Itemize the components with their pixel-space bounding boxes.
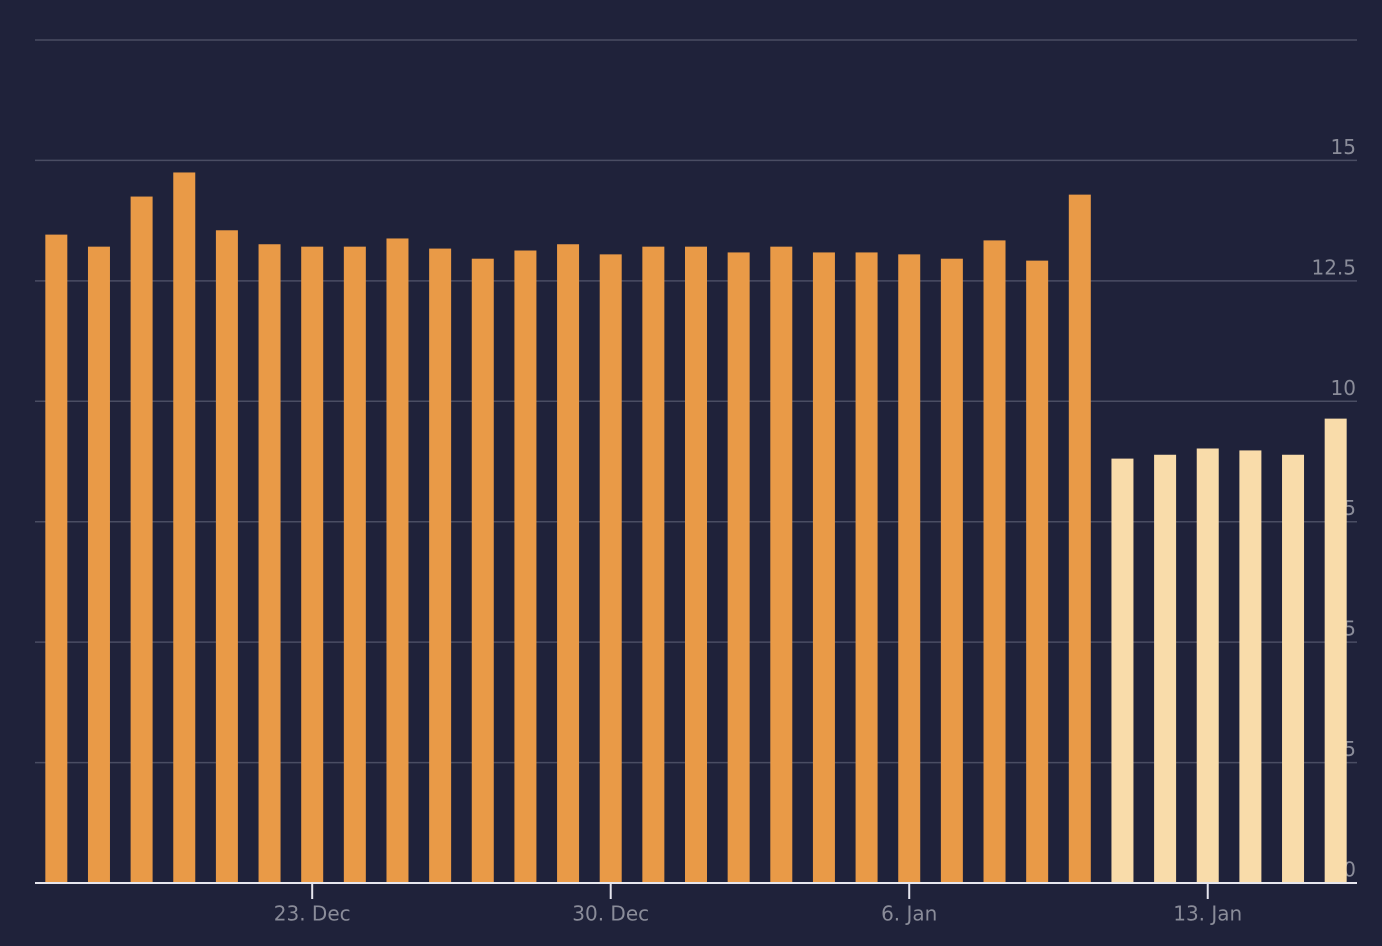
x-tick-label: 30. Dec <box>572 902 649 926</box>
bar <box>343 246 366 884</box>
bar <box>1068 194 1091 884</box>
bar <box>940 258 963 884</box>
bar <box>642 246 665 884</box>
bar <box>215 230 238 883</box>
bar <box>1282 454 1305 883</box>
bar <box>429 248 452 884</box>
bar <box>1111 458 1134 883</box>
bar <box>727 252 750 883</box>
bar <box>557 244 580 884</box>
bar <box>1154 454 1177 883</box>
bar <box>130 196 153 884</box>
bar <box>770 246 793 884</box>
bar <box>1026 260 1049 884</box>
bar <box>1324 418 1347 883</box>
bar <box>301 246 324 884</box>
bar <box>386 238 409 883</box>
bar <box>599 254 622 883</box>
y-tick-label: 15 <box>1331 135 1356 159</box>
bar <box>173 172 196 883</box>
bar <box>45 234 68 884</box>
bar <box>471 258 494 884</box>
bar <box>514 250 537 883</box>
x-tick-label: 23. Dec <box>274 902 351 926</box>
bar <box>983 240 1006 884</box>
x-tick-label: 13. Jan <box>1173 902 1242 926</box>
bar <box>1196 448 1219 883</box>
bar <box>1239 450 1262 883</box>
y-tick-label: 10 <box>1331 376 1356 400</box>
y-tick-label: 12.5 <box>1311 255 1356 279</box>
bar <box>258 244 281 884</box>
bar <box>855 252 878 883</box>
bar <box>685 246 707 884</box>
bar <box>898 254 921 883</box>
x-tick-label: 6. Jan <box>881 902 937 926</box>
bar <box>812 252 835 883</box>
bar <box>87 246 110 884</box>
